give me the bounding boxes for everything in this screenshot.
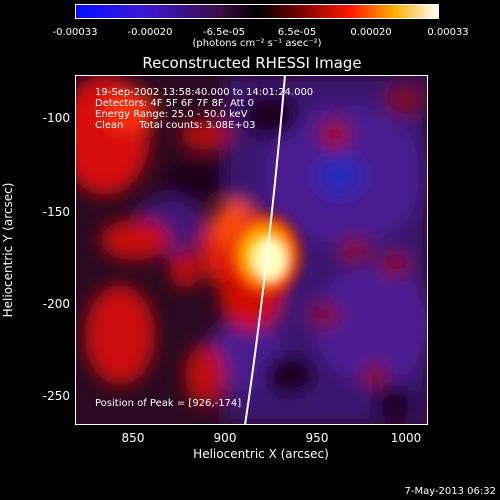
colorbar-tick: 0.00020 — [350, 27, 392, 38]
annotation-time: 19-Sep-2002 13:58:40.000 to 14:01:24.000 — [95, 87, 314, 98]
x-axis-label: Heliocentric X (arcsec) — [193, 447, 329, 461]
colorbar-units: (photons cm⁻² s⁻¹ asec⁻²) — [192, 38, 322, 49]
annotation-peak-position: Position of Peak = [926,-174] — [95, 398, 242, 409]
colorbar-tick: 6.5e-05 — [277, 27, 317, 38]
y-tick-label: -100 — [42, 111, 70, 125]
y-tick-label: -150 — [42, 205, 70, 219]
y-axis-label: Heliocentric Y (arcsec) — [1, 182, 15, 318]
x-tick-label: 950 — [305, 431, 329, 445]
solar-limb-line — [244, 75, 286, 425]
rhessi-image — [75, 75, 428, 425]
footer-date: 7-May-2013 06:32 — [404, 486, 496, 497]
y-tick-label: -250 — [42, 389, 70, 403]
x-tick-label: 1000 — [390, 431, 422, 445]
image-title: Reconstructed RHESSI Image — [142, 54, 362, 72]
y-tick-label: -200 — [42, 297, 70, 311]
colorbar-tick: -6.5e-05 — [203, 27, 245, 38]
annotation-energy: Energy Range: 25.0 - 50.0 keV — [95, 109, 248, 120]
colorbar — [75, 4, 439, 19]
x-tick-label: 900 — [213, 431, 237, 445]
plot-frame — [75, 75, 428, 425]
rhessi-image-map — [75, 75, 428, 425]
colorbar-tick: -0.00020 — [127, 27, 173, 38]
colorbar-tick: -0.00033 — [52, 27, 98, 38]
colorbar-tick: 0.00033 — [427, 27, 469, 38]
annotation-clean: Clean Total counts: 3.08E+03 — [95, 120, 256, 131]
x-tick-label: 850 — [121, 431, 145, 445]
annotation-detectors: Detectors: 4F 5F 6F 7F 8F, Att 0 — [95, 98, 255, 109]
